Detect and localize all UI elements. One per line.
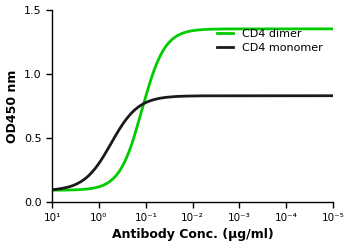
CD4 monomer [166,96,170,99]
CD4 monomer [331,94,335,97]
Line: CD4 dimer: CD4 dimer [52,29,333,190]
CD4 monomer [144,101,148,104]
CD4 dimer [331,27,335,30]
CD4 monomer [281,94,286,97]
CD4 dimer [281,27,286,30]
CD4 dimer [204,28,208,31]
CD4 monomer [50,188,54,191]
Legend: CD4 dimer, CD4 monomer: CD4 dimer, CD4 monomer [212,25,328,57]
Line: CD4 monomer: CD4 monomer [52,96,333,190]
CD4 dimer [144,96,148,99]
CD4 dimer [50,189,54,192]
CD4 dimer [119,166,124,169]
Y-axis label: OD450 nm: OD450 nm [6,69,19,143]
CD4 dimer [259,27,263,30]
CD4 monomer [259,94,263,97]
CD4 monomer [119,124,124,127]
X-axis label: Antibody Conc. (μg/ml): Antibody Conc. (μg/ml) [112,228,273,242]
CD4 dimer [166,43,170,46]
CD4 monomer [204,94,208,97]
